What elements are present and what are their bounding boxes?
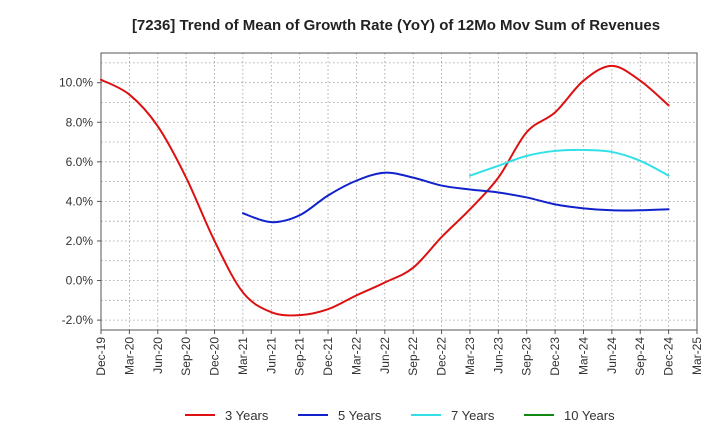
- series-line-7-years: [468, 148, 670, 177]
- x-tick-label: Mar-20: [122, 337, 136, 375]
- x-tick-label: Mar-25: [690, 337, 704, 375]
- y-tick-label: -2.0%: [62, 313, 94, 327]
- y-tick-label: 8.0%: [66, 115, 94, 129]
- x-tick-label: Jun-22: [378, 337, 392, 374]
- series-line-3-years: [100, 64, 670, 317]
- x-tick-label: Dec-24: [662, 337, 676, 376]
- x-tick-label: Jun-21: [264, 337, 278, 374]
- legend-label-7-years: 7 Years: [451, 408, 495, 423]
- y-tick-label: 4.0%: [66, 194, 94, 208]
- series-layer: [100, 64, 670, 317]
- x-tick-label: Sep-23: [520, 337, 534, 376]
- x-tick-label: Jun-23: [491, 337, 505, 374]
- x-tick-label: Dec-19: [94, 337, 108, 376]
- legend-label-3-years: 3 Years: [225, 408, 269, 423]
- x-tick-label: Jun-20: [151, 337, 165, 374]
- x-tick-label: Sep-20: [179, 337, 193, 376]
- legend-label-10-years: 10 Years: [564, 408, 615, 423]
- y-tick-label: 2.0%: [66, 234, 94, 248]
- legend: 3 Years 5 Years 7 Years 10 Years: [185, 408, 615, 423]
- x-tick-label: Dec-20: [208, 337, 222, 376]
- series-line-5-years: [241, 171, 670, 224]
- x-tick-label: Dec-22: [435, 337, 449, 376]
- x-tick-label: Jun-24: [605, 337, 619, 374]
- x-tick-label: Mar-22: [349, 337, 363, 375]
- plot-frame: [100, 52, 698, 331]
- x-tick-label: Sep-22: [406, 337, 420, 376]
- legend-label-5-years: 5 Years: [338, 408, 382, 423]
- x-tick-label: Sep-21: [293, 337, 307, 376]
- axis-layer: -2.0% 0.0% 2.0% 4.0% 6.0% 8.0% 10.0% Dec-19 Mar-…: [59, 52, 704, 376]
- grid-layer: [100, 53, 698, 330]
- x-tick-label: Sep-24: [633, 337, 647, 376]
- x-tick-label: Mar-24: [576, 337, 590, 375]
- x-tick-label: Dec-23: [548, 337, 562, 376]
- x-tick-label: Mar-23: [463, 337, 477, 375]
- x-tick-label: Mar-21: [236, 337, 250, 375]
- chart-title: [7236] Trend of Mean of Growth Rate (YoY…: [132, 17, 660, 34]
- y-tick-label: 10.0%: [59, 76, 93, 90]
- y-tick-label: 0.0%: [66, 274, 94, 288]
- x-tick-label: Dec-21: [321, 337, 335, 376]
- y-tick-label: 6.0%: [66, 155, 94, 169]
